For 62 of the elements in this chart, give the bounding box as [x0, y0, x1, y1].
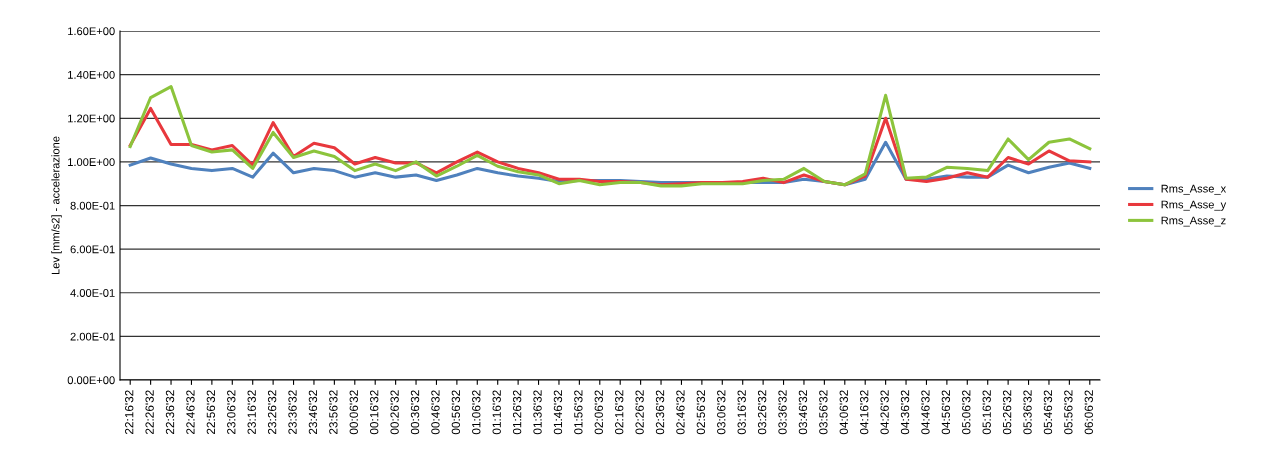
y-tick-label: 1.20E+00 [68, 114, 115, 123]
x-tick-label: 05:56'32 [1064, 390, 1073, 435]
y-axis-title: Lev [mm/s2] - accelerazione [51, 136, 62, 275]
x-tick-label: 02:36'32 [655, 390, 665, 435]
x-tick-label: 22:26'32 [145, 390, 154, 435]
y-tick-label: 4.00E-01 [70, 289, 115, 297]
x-tick-label: 23:26'32 [267, 390, 277, 435]
x-tick-label: 00:46'32 [431, 390, 440, 435]
x-tick-label: 03:26'32 [757, 390, 767, 435]
legend-label: Rms_Asse_z [1161, 216, 1226, 227]
x-tick-label: 01:26'32 [512, 390, 522, 435]
y-tick-label: 1.00E+00 [68, 158, 115, 167]
x-tick-label: 03:56'32 [819, 390, 828, 435]
x-tick-label: 03:46'32 [798, 390, 808, 435]
x-tick-label: 03:16'32 [737, 390, 746, 435]
x-tick-label: 05:46'32 [1043, 390, 1053, 435]
x-tick-label: 05:26'32 [1002, 390, 1012, 435]
x-tick-label: 01:36'32 [533, 390, 542, 435]
legend-label: Rms_Asse_y [1161, 200, 1227, 211]
x-tick-label: 22:56'32 [206, 390, 216, 435]
x-tick-label: 22:36'32 [165, 390, 175, 435]
x-tick-label: 00:56'32 [451, 390, 461, 435]
x-tick-label: 00:36'32 [410, 390, 420, 435]
x-tick-label: 03:06'32 [717, 390, 726, 435]
y-tick-label: 1.40E+00 [68, 70, 115, 79]
x-tick-label: 00:26'32 [390, 390, 399, 435]
x-tick-label: 05:06'32 [962, 390, 971, 435]
x-tick-label: 06:06'32 [1084, 390, 1093, 435]
x-tick-label: 04:56'32 [941, 390, 951, 435]
y-tick-label: 8.00E-01 [70, 201, 115, 210]
x-tick-label: 00:16'32 [370, 390, 379, 435]
x-tick-label: 02:26'32 [635, 390, 644, 435]
x-tick-label: 00:06'32 [349, 390, 358, 435]
line-series [128, 85, 1092, 188]
x-tick-label: 05:16'32 [982, 390, 991, 435]
y-tick-label: 6.00E-01 [70, 245, 115, 254]
x-tick-label: 23:56'32 [329, 390, 338, 435]
legend-label: Rms_Asse_x [1161, 184, 1227, 195]
x-tick-label: 02:46'32 [676, 390, 685, 435]
x-tick-label: 23:06'32 [227, 390, 236, 435]
x-tick-label: 02:56'32 [696, 390, 706, 435]
x-tick-label: 04:36'32 [900, 390, 910, 435]
x-tick-label: 01:56'32 [574, 390, 583, 435]
x-tick-label: 04:06'32 [839, 390, 848, 435]
x-tick-label: 23:46'32 [308, 390, 318, 435]
x-tick-label: 01:06'32 [472, 390, 481, 435]
x-tick-label: 04:26'32 [880, 390, 889, 435]
y-tick-label: 0.00E+00 [67, 376, 115, 385]
x-tick-label: 22:46'32 [186, 390, 195, 435]
y-tick-label: 2.00E-01 [70, 332, 115, 341]
y-tick-label: 1.60E+00 [68, 27, 115, 36]
x-tick-label: 01:16'32 [492, 390, 501, 435]
x-tick-label: 05:36'32 [1023, 390, 1032, 435]
x-tick-label: 02:06'32 [594, 390, 603, 435]
x-tick-label: 23:16'32 [247, 390, 256, 435]
x-tick-label: 01:46'32 [553, 390, 563, 435]
x-tick-label: 04:16'32 [860, 390, 869, 435]
x-tick-label: 02:16'32 [615, 390, 624, 435]
x-tick-label: 23:36'32 [288, 390, 297, 435]
x-tick-label: 22:16'32 [125, 390, 134, 435]
x-tick-label: 03:36'32 [778, 390, 787, 435]
x-tick-label: 04:46'32 [921, 390, 930, 435]
